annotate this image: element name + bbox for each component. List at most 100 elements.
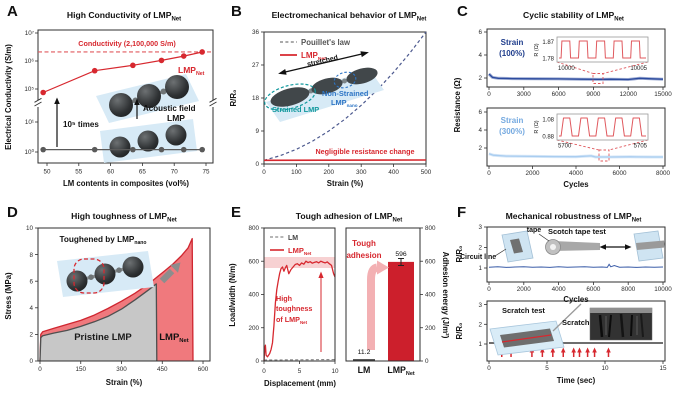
panel-letter: E — [231, 204, 242, 221]
x-axis-label-top: Cycles — [563, 295, 589, 304]
lmp-nano-annotation: LMPnano — [331, 98, 358, 108]
panel-d: D High toughness of LMPNet 0 150 300 450 600… — [0, 201, 224, 402]
panel-d-plot: 0 150 300 450 600 0 2 4 6 8 10 Stress (MPa) Strain… — [4, 225, 211, 387]
lm-bar-value: 11.2 — [358, 349, 371, 356]
tick-label: 6000 — [586, 286, 601, 293]
tick-label: 100 — [291, 169, 302, 176]
tough-adhesion-annotation-2: adhesion — [346, 251, 381, 260]
circuit-line-annotation: Circuit line — [460, 254, 496, 261]
panel-letter: C — [457, 3, 468, 20]
bar-1 — [388, 261, 414, 361]
lm-legend-label: LM — [288, 235, 298, 242]
tick-label: 0 — [487, 170, 491, 177]
resistance-inset-top — [556, 36, 649, 84]
tick-label: 400 — [425, 292, 436, 299]
panel-e-plot: 0 5 10 0 200 400 600 800 0 200 400 600 800 LM LMPNet… — [228, 225, 450, 388]
tick-label: 10¹ — [25, 119, 34, 126]
tick-label: 200 — [425, 325, 436, 332]
x-axis-label: LM contents in composites (vol%) — [63, 179, 189, 188]
tick-label: 18 — [252, 95, 260, 102]
y-axis-label: R/R₀ — [229, 89, 238, 106]
panel-f-top-series-layer: 0 2000 4000 6000 8000 10000 1 2 3 — [478, 224, 672, 293]
plot-frame-top — [486, 28, 666, 88]
panel-c-plot: 0 3000 6000 9000 12000 15000 2 4 6 0 2000 4000 6000… — [453, 28, 672, 189]
panel-e: E Tough adhesion of LMPNet 0 5 10 0 200 400 60… — [224, 201, 450, 402]
pristine-lmp-label: Pristine LMP — [74, 332, 132, 343]
y-axis-label: Electrical Conductivity (S/m) — [4, 44, 13, 150]
resistance-inset-bottom — [556, 113, 649, 162]
scratch-test-illustration — [489, 303, 582, 356]
panel-f-bottom-series-layer: 0 5 10 15 1 2 3 — [478, 302, 667, 372]
x-axis-label-bottom: Time (sec) — [557, 376, 596, 385]
tick-label: 2000 — [525, 170, 540, 177]
lmp-annotation: LMP — [167, 113, 185, 123]
scratch-arrow-icon — [577, 347, 582, 353]
tough-adhesion-annotation-1: Tough — [352, 239, 376, 248]
tick-label: 8000 — [656, 170, 671, 177]
panel-title: High Conductivity of LMPNet — [66, 10, 182, 23]
panel-a-plot: 50 55 60 65 70 75 10⁷ 10⁶ 10⁵ 10¹ 10⁰ Electrical C… — [4, 29, 217, 188]
lmpnet-series-label: LMPNet — [178, 65, 205, 77]
lmpnet-legend-label: LMPNet — [288, 246, 312, 256]
lm-category-label: LM — [358, 365, 371, 375]
panel-b-series-layer: 0 100 200 300 400 500 0 9 18 27 36 — [252, 29, 432, 176]
tick-label: 0 — [487, 365, 491, 372]
y-axis-label-left: Load/width (N/m) — [228, 263, 237, 327]
acoustic-field-annotation: Acoustic field — [143, 104, 196, 113]
panel-letter: D — [7, 204, 18, 221]
tick-label: 200 — [324, 169, 335, 176]
panel-title: Mechanical robustness of LMPNet — [505, 211, 642, 224]
panel-letter: A — [7, 3, 18, 20]
panel-title: Tough adhesion of LMPNet — [295, 211, 403, 224]
tick-label: 600 — [198, 366, 209, 373]
times-arrow — [54, 97, 60, 147]
tick-label: 6000 — [612, 170, 627, 177]
inset-top-xstart: 10000 — [558, 66, 575, 72]
tick-label: 10⁷ — [25, 30, 35, 37]
tick-label: 10 — [601, 365, 609, 372]
tick-label: 60 — [107, 169, 115, 176]
tick-label: 150 — [75, 366, 86, 373]
conductivity-annotation: Conductivity (2,100,000 S/m) — [78, 39, 176, 48]
scratch-annotation: Scratch — [562, 318, 590, 327]
tick-label: 2 — [29, 332, 33, 339]
high-toughness-annotation-1: High — [276, 294, 292, 303]
tick-label: 6 — [478, 109, 482, 116]
scotch-tape-test-annotation: Scotch tape test — [548, 227, 606, 236]
tick-label: 4 — [29, 305, 33, 312]
tick-label: 2 — [478, 245, 482, 252]
high-toughness-arrow — [318, 271, 324, 352]
acoustic-field-arrow — [134, 98, 140, 119]
tick-label: 200 — [248, 325, 259, 332]
tick-label: 12000 — [619, 91, 637, 98]
panel-title: Cyclic stability of LMPNet — [523, 10, 624, 23]
tape-annotation: tape — [527, 227, 542, 234]
x-axis-label: Cycles — [563, 180, 589, 189]
tick-label: 10⁵ — [24, 86, 34, 93]
high-toughness-annotation-3: of LMPNet — [276, 315, 308, 325]
tick-label: 10 — [26, 225, 34, 232]
tick-label: 10000 — [654, 286, 672, 293]
scratch-photo — [589, 307, 653, 341]
lmpnet-legend-label: LMPNet — [301, 51, 326, 62]
tick-label: 27 — [252, 62, 260, 69]
tick-label: 0 — [487, 91, 491, 98]
plot-frame-top — [486, 226, 666, 283]
tick-label: 6000 — [552, 91, 567, 98]
legend: LM LMPNet — [270, 235, 312, 256]
strain-100-label: Strain — [501, 38, 524, 47]
inset-top-lo: 1.78 — [542, 57, 554, 63]
panel-b-plot: 0 100 200 300 400 500 0 9 18 27 36 — [229, 29, 432, 188]
tick-label: 6 — [478, 29, 482, 36]
lmp-nano-network-illustration — [57, 251, 154, 297]
tick-label: 0 — [487, 286, 491, 293]
tick-label: 70 — [171, 169, 179, 176]
times-annotation: 10⁵ times — [63, 120, 99, 129]
panel-letter: B — [231, 3, 242, 20]
panel-a-series-layer: 50 55 60 65 70 75 10⁷ 10⁶ 10⁵ 10¹ 10⁰ — [24, 30, 213, 176]
pouillet-legend-label: Pouillet's law — [301, 38, 351, 47]
legend: Pouillet's law LMPNet — [280, 38, 351, 62]
scotch-tape-illustration — [494, 230, 665, 263]
plot-frame-left — [263, 227, 336, 362]
y-axis-label: Stress (MPa) — [4, 272, 13, 320]
